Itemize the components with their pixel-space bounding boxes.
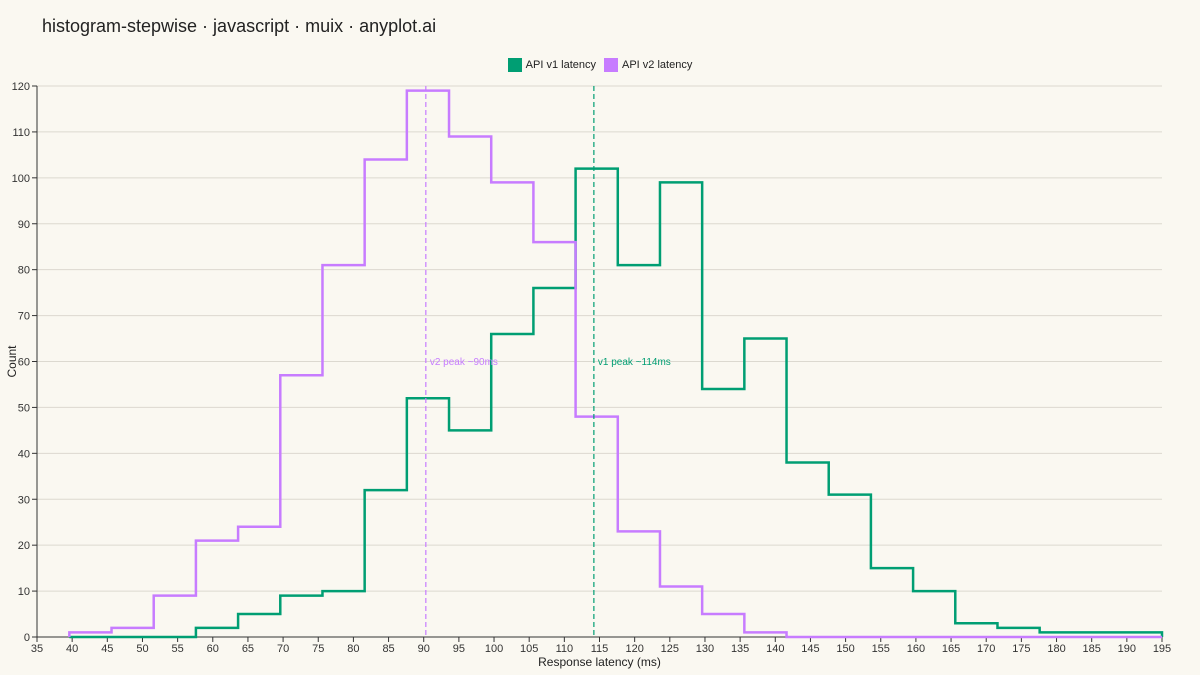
series-line-v2 bbox=[68, 89, 1162, 639]
x-tick-label-105: 105 bbox=[520, 643, 538, 655]
y-tick-label-0: 0 bbox=[24, 632, 30, 644]
x-tick-label-135: 135 bbox=[731, 643, 749, 655]
x-tick-label-95: 95 bbox=[453, 643, 465, 655]
x-axis-label: Response latency (ms) bbox=[538, 655, 661, 669]
x-tick-label-175: 175 bbox=[1012, 643, 1030, 655]
y-tick-label-10: 10 bbox=[18, 586, 30, 598]
y-tick-label-30: 30 bbox=[18, 494, 30, 506]
y-tick-label-90: 90 bbox=[18, 219, 30, 231]
x-tick-label-165: 165 bbox=[942, 643, 960, 655]
y-tick-label-40: 40 bbox=[18, 448, 30, 460]
x-tick-label-130: 130 bbox=[696, 643, 714, 655]
x-tick-label-120: 120 bbox=[625, 643, 643, 655]
y-axis-label: Count bbox=[5, 345, 19, 378]
x-tick-label-80: 80 bbox=[347, 643, 359, 655]
x-tick-label-100: 100 bbox=[485, 643, 503, 655]
legend-label-v1: API v1 latency bbox=[525, 59, 596, 71]
x-tick-label-40: 40 bbox=[66, 643, 78, 655]
series-line-v1 bbox=[69, 167, 1164, 639]
legend-item-v1[interactable]: API v1 latency bbox=[507, 58, 596, 72]
y-tick-label-100: 100 bbox=[12, 173, 30, 185]
y-tick-label-60: 60 bbox=[18, 357, 30, 369]
x-tick-label-125: 125 bbox=[661, 643, 679, 655]
y-tick-label-20: 20 bbox=[18, 540, 30, 552]
axes: 0 10 20 30 40 50 60 70 80 90 100 110 120 35 40 45 50 55 60… bbox=[12, 81, 1172, 655]
annotations: v2 peak ~90ms v1 peak ~114ms bbox=[425, 86, 671, 637]
x-tick-label-195: 195 bbox=[1153, 643, 1171, 655]
x-tick-label-50: 50 bbox=[136, 643, 148, 655]
x-tick-label-145: 145 bbox=[801, 643, 819, 655]
chart-title: histogram-stepwise · javascript · muix ·… bbox=[42, 16, 437, 36]
x-tick-label-60: 60 bbox=[207, 643, 219, 655]
x-tick-label-35: 35 bbox=[31, 643, 43, 655]
gridlines bbox=[37, 85, 1162, 638]
x-tick-label-115: 115 bbox=[591, 643, 609, 655]
x-tick-label-45: 45 bbox=[101, 643, 113, 655]
x-tick-label-180: 180 bbox=[1047, 643, 1065, 655]
x-tick-label-90: 90 bbox=[418, 643, 430, 655]
x-tick-label-150: 150 bbox=[836, 643, 854, 655]
x-tick-label-75: 75 bbox=[312, 643, 324, 655]
y-tick-label-80: 80 bbox=[18, 265, 30, 277]
y-tick-label-50: 50 bbox=[18, 402, 30, 414]
x-tick-label-55: 55 bbox=[172, 643, 184, 655]
y-tick-label-70: 70 bbox=[18, 311, 30, 323]
x-tick-label-85: 85 bbox=[382, 643, 394, 655]
x-tick-label-160: 160 bbox=[907, 643, 925, 655]
x-tick-label-190: 190 bbox=[1118, 643, 1136, 655]
x-tick-label-185: 185 bbox=[1083, 643, 1101, 655]
x-tick-label-110: 110 bbox=[556, 643, 574, 655]
peak-label-1: v1 peak ~114ms bbox=[598, 357, 671, 368]
peak-label-0: v2 peak ~90ms bbox=[430, 357, 498, 368]
series-lines bbox=[68, 89, 1164, 639]
y-tick-label-110: 110 bbox=[12, 127, 30, 139]
legend-swatch-v2 bbox=[604, 58, 618, 72]
y-tick-label-120: 120 bbox=[12, 81, 30, 93]
x-tick-label-155: 155 bbox=[872, 643, 890, 655]
x-tick-label-140: 140 bbox=[766, 643, 784, 655]
x-tick-label-70: 70 bbox=[277, 643, 289, 655]
legend: API v1 latency API v2 latency bbox=[0, 58, 1200, 72]
legend-label-v2: API v2 latency bbox=[622, 59, 693, 71]
legend-item-v2[interactable]: API v2 latency bbox=[604, 58, 692, 72]
x-tick-label-65: 65 bbox=[242, 643, 254, 655]
x-tick-label-170: 170 bbox=[977, 643, 995, 655]
legend-swatch-v1 bbox=[507, 58, 522, 72]
